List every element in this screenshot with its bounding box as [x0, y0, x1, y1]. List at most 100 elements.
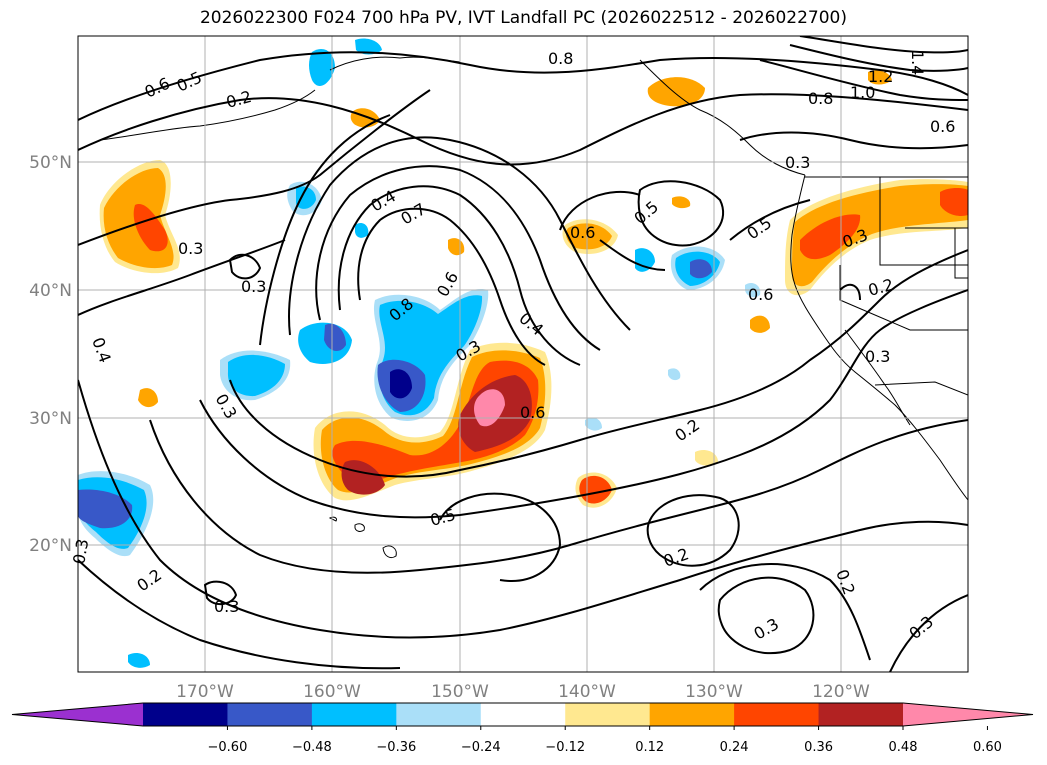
map-frame	[77, 35, 969, 673]
fill-blob	[355, 223, 369, 238]
colorbar-tick-label: 0.36	[804, 740, 833, 755]
contour-line	[739, 131, 968, 150]
coastline-uswest	[790, 174, 968, 501]
coastline-aleutians	[99, 89, 316, 141]
colorbar-extend-max	[903, 703, 1033, 726]
contour-line	[799, 36, 968, 54]
contour-label: 0.6	[570, 223, 595, 242]
colorbar-swatch	[227, 703, 313, 726]
pc-fill-layer	[78, 38, 968, 668]
contour-line	[337, 185, 581, 366]
fill-blob	[868, 70, 892, 85]
contour-label: 1.4	[908, 50, 927, 75]
fill-blob	[668, 368, 681, 381]
colorbar-swatch	[734, 703, 820, 726]
contour-label: 0.2	[224, 87, 254, 112]
lon-tick: 150°W	[431, 682, 489, 702]
contour-label: 0.2	[866, 275, 896, 300]
fill-blob	[750, 315, 770, 333]
contour-label: 0.6	[433, 268, 462, 300]
contour-label: 0.3	[214, 597, 239, 616]
fill-blob	[585, 417, 602, 431]
contour-line	[646, 494, 740, 567]
fill-blob	[647, 77, 705, 107]
fill-blob	[227, 354, 285, 397]
contour-line	[149, 419, 968, 574]
contour-line	[637, 180, 725, 247]
colorbar-tick-label: 0.12	[635, 740, 664, 755]
contour-label: 0.4	[88, 335, 115, 365]
contour-line	[78, 51, 968, 121]
contour-line	[315, 165, 601, 351]
contour-line	[559, 190, 641, 231]
colorbar-tick-label: −0.24	[461, 740, 501, 755]
contour-label: 0.6	[748, 285, 773, 304]
fill-blob	[566, 223, 612, 250]
pv-contours	[78, 36, 968, 672]
lon-tick: 160°W	[303, 682, 361, 702]
fill-blob	[355, 38, 382, 55]
hawaii-island	[382, 545, 397, 559]
contour-line	[439, 492, 562, 582]
colorbar-tick-label: −0.48	[292, 740, 332, 755]
colorbar-swatch	[649, 703, 735, 726]
contour-label: 1.2	[868, 67, 893, 86]
coastlines	[99, 56, 968, 559]
contour-label: 0.6	[930, 117, 955, 136]
contour-label: 0.7	[398, 199, 430, 228]
lon-tick: 130°W	[685, 682, 743, 702]
contour-labels: 0.6 0.5 0.2 0.8 0.8 1.0 1.2 1.4 0.6 0.3 …	[69, 49, 955, 643]
fill-blob	[350, 108, 380, 128]
contour-line	[229, 249, 968, 478]
colorbar-tick-label: −0.12	[545, 740, 585, 755]
colorbar-outline	[11, 702, 1034, 727]
contour-label: 0.2	[133, 565, 165, 595]
fill-blob	[296, 186, 316, 209]
contour-label: 0.2	[671, 415, 703, 445]
contour-line	[889, 594, 968, 672]
contour-label: 0.3	[865, 347, 890, 366]
colorbar-extend-min	[12, 703, 143, 726]
fill-blob	[133, 204, 168, 252]
contour-line	[789, 44, 968, 72]
colorbar-tick-label: 0.24	[720, 740, 749, 755]
contour-label: 0.8	[548, 49, 573, 68]
contour-line	[357, 207, 546, 366]
colorbar-swatch	[396, 703, 482, 726]
lat-tick: 20°N	[29, 536, 72, 556]
colorbar-swatch	[311, 703, 397, 726]
contour-line	[288, 136, 631, 336]
colorbar: −0.60 −0.48 −0.36 −0.24 −0.12 0.12 0.24 0.36 0.4…	[11, 702, 1034, 755]
contour-line	[78, 93, 968, 166]
contour-label: 0.5	[743, 213, 775, 243]
fill-blob	[138, 388, 158, 408]
colorbar-swatch	[818, 703, 904, 726]
lat-tick: 30°N	[29, 409, 72, 429]
fill-blob	[341, 460, 385, 495]
lon-tick: 140°W	[558, 682, 616, 702]
contour-label: 0.2	[832, 567, 859, 597]
contour-label: 0.5	[174, 68, 205, 96]
contour-line	[78, 239, 286, 316]
fill-blob	[128, 653, 150, 668]
contour-label: 0.5	[630, 197, 662, 228]
colorbar-swatch	[480, 703, 566, 726]
contour-line	[717, 576, 815, 655]
contour-line	[699, 563, 871, 661]
contour-line	[228, 253, 262, 280]
lon-tick: 170°W	[176, 682, 234, 702]
contour-line	[78, 89, 431, 246]
contour-line	[729, 199, 811, 241]
border-state	[839, 265, 968, 331]
contour-label: 0.3	[785, 153, 810, 172]
contour-label: 0.3	[751, 614, 783, 643]
fill-blob	[695, 450, 718, 466]
fill-blob	[309, 48, 335, 87]
contour-label: 0.5	[428, 505, 458, 530]
colorbar-tick-label: −0.60	[208, 740, 248, 755]
fill-blob	[690, 259, 712, 279]
contour-line	[199, 289, 968, 519]
hawaii-island	[328, 516, 337, 522]
contour-label: 0.6	[142, 74, 173, 102]
